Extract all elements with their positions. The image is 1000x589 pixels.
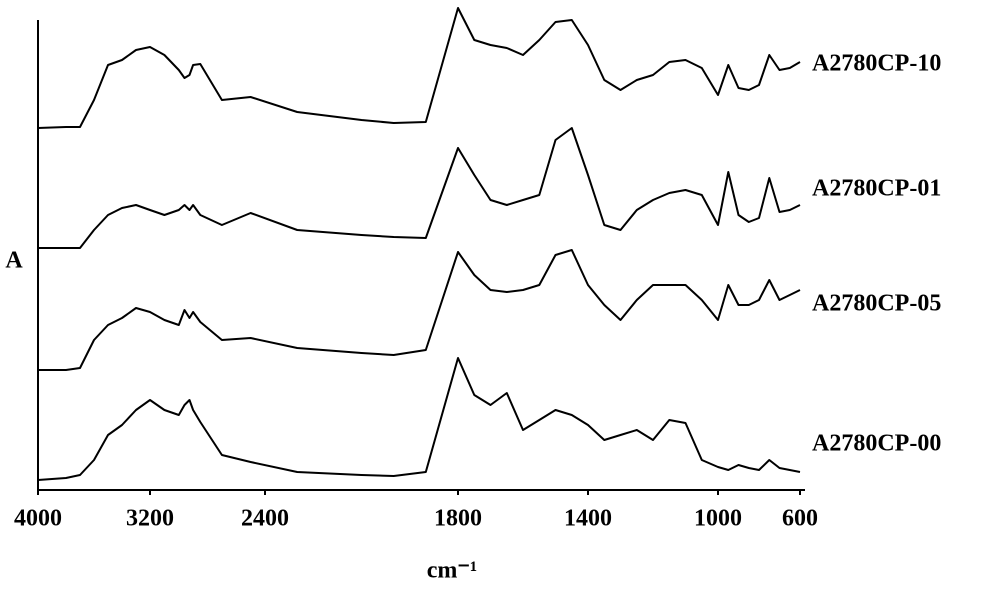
x-tick-label: 600 — [782, 506, 818, 532]
x-tick-label: 1000 — [694, 506, 742, 532]
x-tick-label: 2400 — [241, 506, 289, 532]
series-label: A2780CP-05 — [812, 291, 941, 317]
series-label: A2780CP-01 — [812, 176, 941, 202]
x-axis-label: cm⁻¹ — [427, 558, 478, 584]
y-axis-label: A — [5, 248, 23, 274]
x-tick-label: 3200 — [126, 506, 174, 532]
spectrum-line — [38, 249, 801, 371]
spectrum-line — [38, 127, 801, 249]
spectrum-line — [37, 7, 801, 129]
x-tick-label: 1400 — [564, 506, 612, 532]
series-label: A2780CP-10 — [812, 51, 941, 77]
series-label: A2780CP-00 — [812, 431, 941, 457]
x-tick-label: 4000 — [14, 506, 62, 532]
spectrum-line — [37, 357, 801, 481]
x-tick-label: 1800 — [434, 506, 482, 532]
